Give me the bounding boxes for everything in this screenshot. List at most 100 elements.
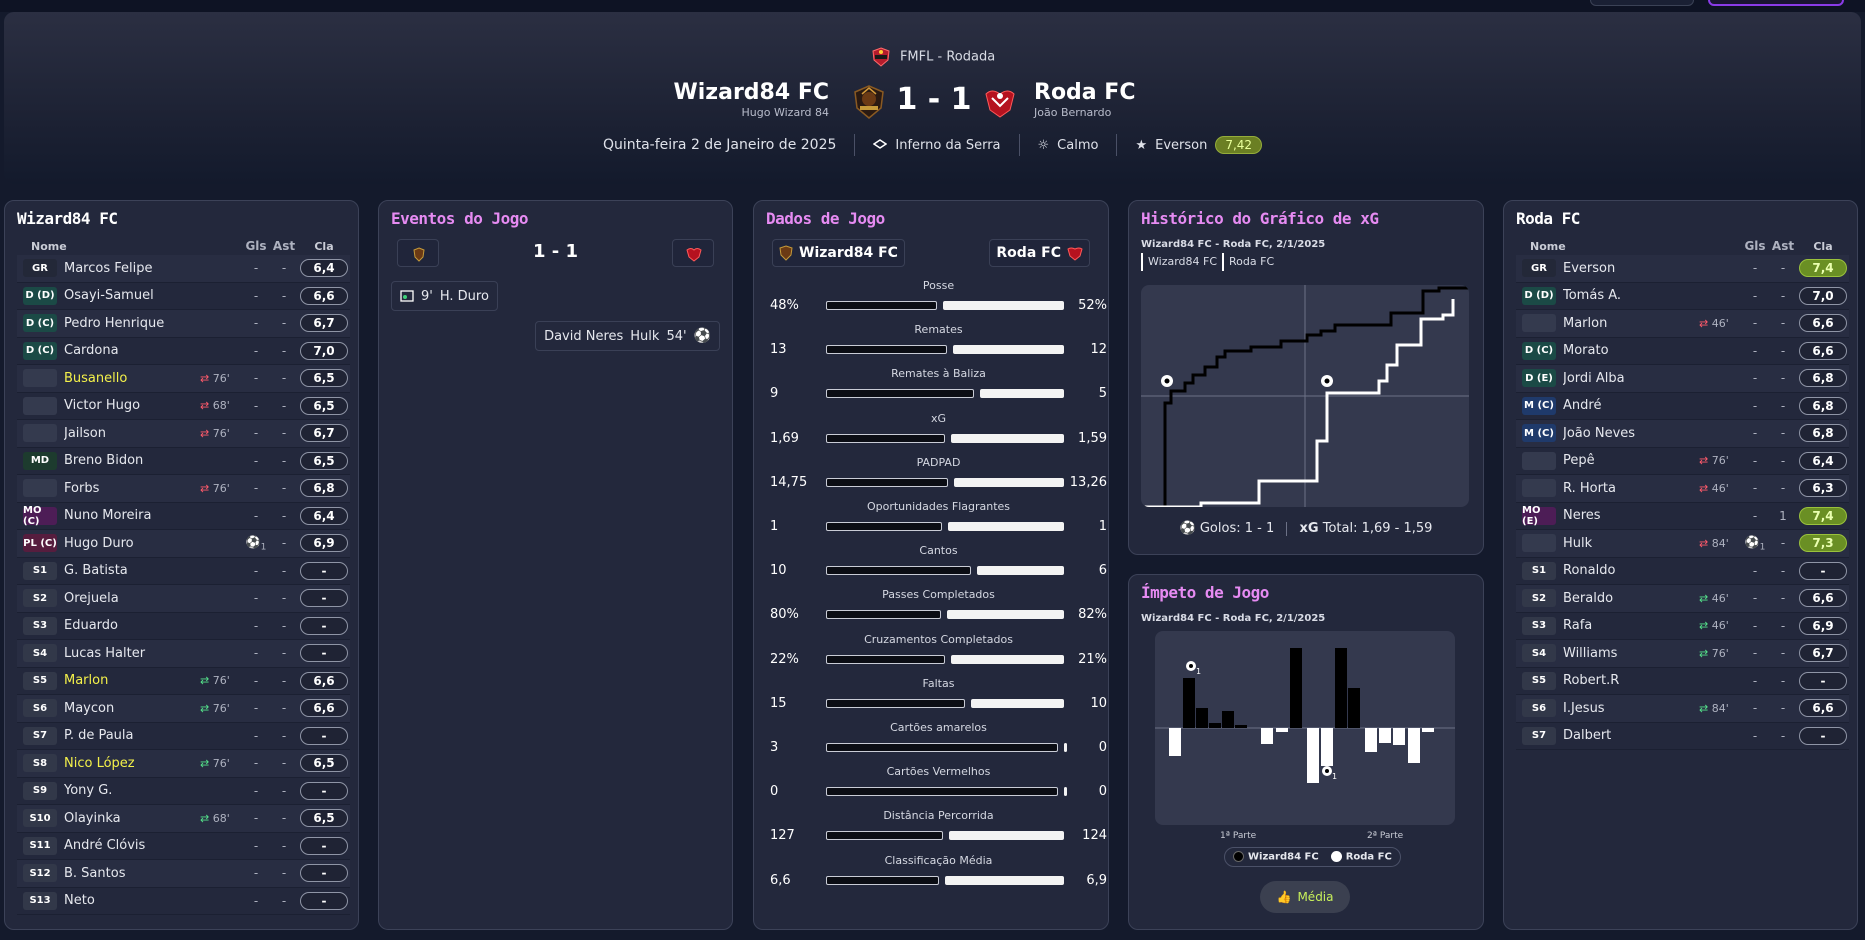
player-name[interactable]: Rafa	[1563, 618, 1593, 634]
player-row[interactable]: M (C) João Neves - -6,8	[1516, 420, 1849, 448]
player-row[interactable]: S11 André Clóvis - - -	[17, 832, 350, 860]
player-name[interactable]: Hulk	[1563, 535, 1593, 551]
stadium-name[interactable]: Inferno da Serra	[895, 137, 1001, 153]
player-row[interactable]: D (E) Jordi Alba - -6,8	[1516, 365, 1849, 393]
away-manager-name[interactable]: João Bernardo	[1034, 106, 1112, 119]
player-name[interactable]: Neres	[1563, 508, 1601, 524]
player-row[interactable]: Forbs ⇄ 76' - -6,8	[17, 475, 350, 503]
player-name[interactable]: Morato	[1563, 343, 1609, 359]
player-name[interactable]: Eduardo	[64, 618, 118, 634]
player-row[interactable]: S5 Robert.R - - -	[1516, 667, 1849, 695]
player-row[interactable]: S1 Ronaldo - - -	[1516, 557, 1849, 585]
player-name[interactable]: Lucas Halter	[64, 645, 146, 661]
stats-home-team[interactable]: Wizard84 FC	[772, 239, 905, 267]
player-row[interactable]: Hulk ⇄ 84' ⚽1-7,3	[1516, 530, 1849, 558]
player-row[interactable]: S9 Yony G. - - -	[17, 777, 350, 805]
home-goal-event[interactable]: 9' H. Duro	[391, 281, 498, 311]
player-row[interactable]: S5 Marlon ⇄ 76' - -6,6	[17, 667, 350, 695]
player-row[interactable]: MD Breno Bidon - -6,5	[17, 447, 350, 475]
player-row[interactable]: M (C) André - -6,8	[1516, 392, 1849, 420]
player-row[interactable]: S3 Eduardo - - -	[17, 612, 350, 640]
player-of-match-name[interactable]: Everson	[1155, 137, 1208, 153]
player-row[interactable]: S2 Beraldo ⇄ 46' - -6,6	[1516, 585, 1849, 613]
player-name[interactable]: Beraldo	[1563, 590, 1614, 606]
away-event-scorer[interactable]: David Neres	[544, 328, 624, 344]
player-row[interactable]: S3 Rafa ⇄ 46' - -6,9	[1516, 612, 1849, 640]
away-goal-event[interactable]: David Neres Hulk 54' ⚽	[535, 321, 720, 351]
player-row[interactable]: GR Everson - -7,4	[1516, 255, 1849, 283]
player-name[interactable]: Yony G.	[64, 783, 113, 799]
player-name[interactable]: Robert.R	[1563, 673, 1620, 689]
home-team-block[interactable]: Wizard84 FC Hugo Wizard 84	[673, 80, 829, 119]
player-name[interactable]: G. Batista	[64, 563, 128, 579]
player-name[interactable]: Jailson	[64, 425, 106, 441]
player-name[interactable]: Breno Bidon	[64, 453, 144, 469]
home-event-player[interactable]: H. Duro	[439, 288, 489, 304]
player-row[interactable]: S6 I.Jesus ⇄ 84' - -6,6	[1516, 695, 1849, 723]
player-name[interactable]: Hugo Duro	[64, 535, 134, 551]
player-name[interactable]: Orejuela	[64, 590, 119, 606]
player-name[interactable]: Nuno Moreira	[64, 508, 152, 524]
home-manager-name[interactable]: Hugo Wizard 84	[741, 106, 829, 119]
player-row[interactable]: Pepê ⇄ 76' - -6,4	[1516, 447, 1849, 475]
player-row[interactable]: D (D) Tomás A. - -7,0	[1516, 282, 1849, 310]
player-row[interactable]: S2 Orejuela - - -	[17, 585, 350, 613]
average-button-label[interactable]: Média	[1297, 890, 1334, 904]
player-name[interactable]: Forbs	[64, 480, 100, 496]
player-name[interactable]: R. Horta	[1563, 480, 1616, 496]
stats-away-name[interactable]: Roda FC	[996, 245, 1061, 261]
player-row[interactable]: Jailson ⇄ 76' - -6,7	[17, 420, 350, 448]
player-row[interactable]: GR Marcos Felipe - -6,4	[17, 255, 350, 283]
player-name[interactable]: João Neves	[1563, 425, 1636, 441]
away-team-block[interactable]: Roda FC João Bernardo	[1034, 80, 1135, 119]
player-row[interactable]: S12 B. Santos - - -	[17, 860, 350, 888]
top-secondary-button[interactable]	[1590, 0, 1694, 6]
player-name[interactable]: André	[1563, 398, 1602, 414]
player-name[interactable]: Busanello	[64, 370, 128, 386]
player-row[interactable]: S7 Dalbert - - -	[1516, 722, 1849, 750]
average-button[interactable]: 👍 Média	[1260, 881, 1350, 913]
player-row[interactable]: D (C) Cardona - -7,0	[17, 337, 350, 365]
player-row[interactable]: PL (C) Hugo Duro ⚽1-6,9	[17, 530, 350, 558]
stats-home-name[interactable]: Wizard84 FC	[799, 245, 898, 261]
player-of-match-info[interactable]: ★ Everson 7,42	[1116, 134, 1280, 156]
player-name[interactable]: Maycon	[64, 700, 115, 716]
player-name[interactable]: Tomás A.	[1563, 288, 1622, 304]
player-row[interactable]: S4 Williams ⇄ 76' - -6,7	[1516, 640, 1849, 668]
player-name[interactable]: Everson	[1563, 260, 1616, 276]
player-row[interactable]: S7 P. de Paula - - -	[17, 722, 350, 750]
stadium-info[interactable]: Inferno da Serra	[854, 134, 1018, 156]
player-name[interactable]: Nico López	[64, 755, 135, 771]
player-row[interactable]: Marlon ⇄ 46' - -6,6	[1516, 310, 1849, 338]
player-row[interactable]: S4 Lucas Halter - - -	[17, 640, 350, 668]
player-name[interactable]: Osayi-Samuel	[64, 288, 154, 304]
player-name[interactable]: P. de Paula	[64, 728, 134, 744]
player-row[interactable]: MO (E) Neres - 1 7,4	[1516, 502, 1849, 530]
player-row[interactable]: Busanello ⇄ 76' - -6,5	[17, 365, 350, 393]
player-name[interactable]: Olayinka	[64, 810, 121, 826]
player-name[interactable]: Williams	[1563, 645, 1618, 661]
player-name[interactable]: Victor Hugo	[64, 398, 141, 414]
player-row[interactable]: S1 G. Batista - - -	[17, 557, 350, 585]
player-name[interactable]: Pedro Henrique	[64, 315, 165, 331]
stats-away-team[interactable]: Roda FC	[989, 239, 1090, 267]
away-event-assist[interactable]: Hulk	[630, 328, 660, 344]
player-name[interactable]: Marlon	[1563, 315, 1608, 331]
player-name[interactable]: Ronaldo	[1563, 563, 1616, 579]
player-row[interactable]: Victor Hugo ⇄ 68' - -6,5	[17, 392, 350, 420]
player-row[interactable]: S6 Maycon ⇄ 76' - -6,6	[17, 695, 350, 723]
player-name[interactable]: B. Santos	[64, 865, 126, 881]
player-name[interactable]: Neto	[64, 893, 95, 909]
away-team-name[interactable]: Roda FC	[1034, 80, 1136, 105]
player-row[interactable]: R. Horta ⇄ 46' - -6,3	[1516, 475, 1849, 503]
player-name[interactable]: Marlon	[64, 673, 109, 689]
player-name[interactable]: André Clóvis	[64, 838, 146, 854]
player-row[interactable]: D (D) Osayi-Samuel - -6,6	[17, 282, 350, 310]
player-row[interactable]: MO (C) Nuno Moreira - -6,4	[17, 502, 350, 530]
top-primary-button[interactable]	[1708, 0, 1844, 6]
player-name[interactable]: Cardona	[64, 343, 119, 359]
player-name[interactable]: Jordi Alba	[1563, 370, 1625, 386]
player-row[interactable]: S10 Olayinka ⇄ 68' - -6,5	[17, 805, 350, 833]
player-row[interactable]: D (C) Pedro Henrique - -6,7	[17, 310, 350, 338]
player-name[interactable]: Marcos Felipe	[64, 260, 153, 276]
